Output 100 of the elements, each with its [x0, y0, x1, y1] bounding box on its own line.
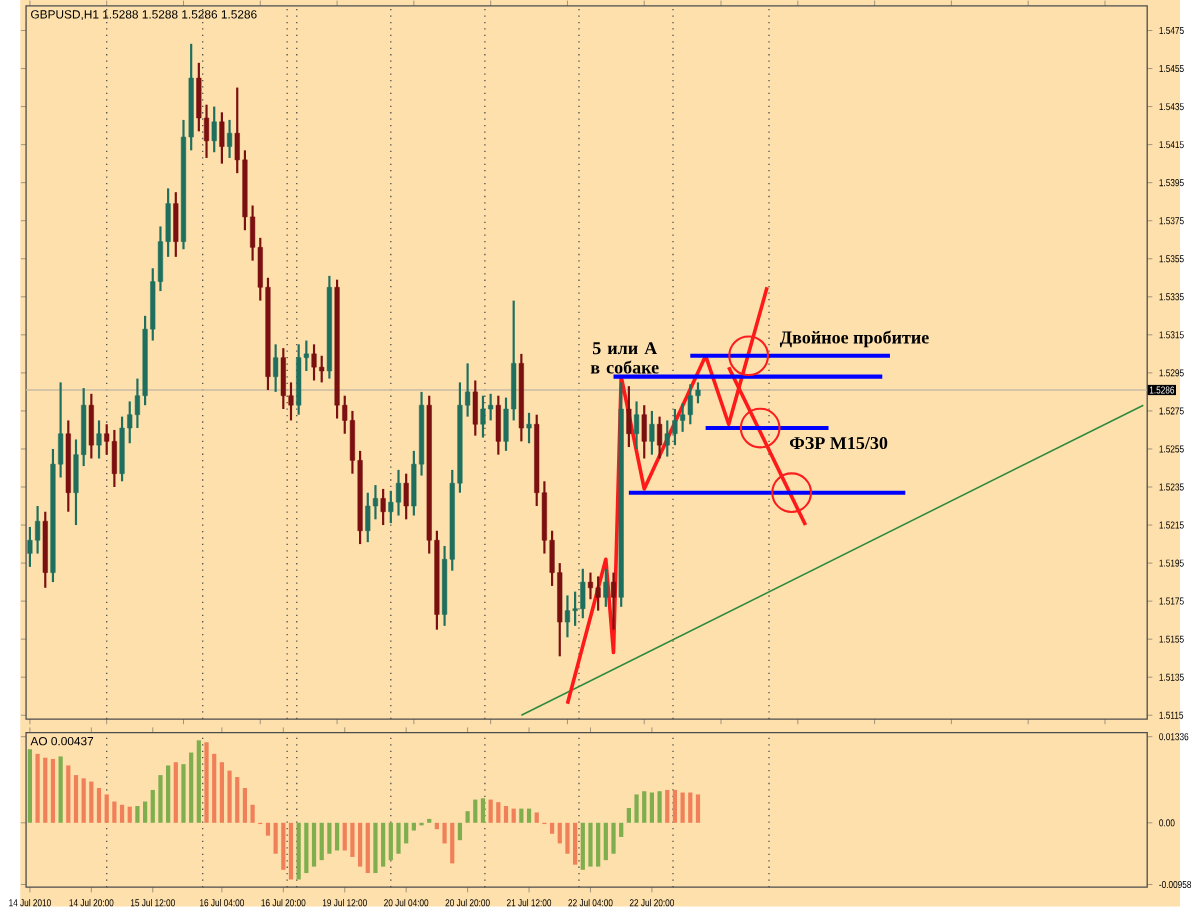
- candlestick: [526, 411, 532, 444]
- candlestick: [472, 378, 478, 437]
- bar: [104, 794, 109, 823]
- bar: [142, 801, 148, 823]
- bar: [219, 761, 224, 823]
- bar: [81, 777, 86, 823]
- bar: [311, 822, 317, 867]
- bar: [588, 822, 593, 867]
- bar: [450, 822, 455, 863]
- annotation: 5 или A в собаке: [590, 341, 659, 374]
- bar: [119, 804, 125, 823]
- candlestick: [111, 428, 117, 488]
- bar: [50, 758, 56, 823]
- bar: [396, 822, 401, 854]
- bar: [43, 757, 48, 823]
- candlestick: [580, 567, 586, 619]
- bar: [665, 789, 670, 823]
- candlestick: [603, 567, 609, 608]
- bar: [488, 799, 493, 823]
- candlestick: [311, 342, 317, 382]
- bar: [457, 822, 463, 840]
- bar: [480, 797, 486, 823]
- bar: [334, 822, 340, 851]
- annotation: Двойное пробитие: [779, 330, 929, 347]
- candlestick: [280, 346, 286, 410]
- candlestick: [88, 392, 94, 460]
- candlestick: [657, 415, 663, 460]
- candlestick: [495, 394, 501, 456]
- bar: [657, 790, 662, 823]
- bar: [235, 776, 240, 823]
- candlestick: [610, 571, 617, 631]
- bar: [342, 822, 347, 851]
- bar: [327, 822, 332, 854]
- candlestick: [687, 382, 693, 425]
- bar: [319, 822, 324, 860]
- bar: [695, 794, 701, 823]
- bar: [112, 801, 117, 823]
- bar: [511, 808, 516, 823]
- candlestick: [273, 342, 279, 393]
- bar: [503, 805, 509, 823]
- bar: [89, 781, 94, 823]
- bar: [281, 822, 286, 870]
- annotation: ФЗР M15/30: [789, 436, 888, 449]
- candlestick: [664, 418, 670, 458]
- bar: [135, 805, 140, 823]
- candlestick: [35, 504, 41, 555]
- bar: [534, 812, 539, 823]
- bar: [189, 752, 194, 823]
- bar: [381, 822, 386, 867]
- candlestick: [296, 342, 302, 416]
- bar: [73, 774, 79, 823]
- candlestick: [395, 468, 402, 517]
- candlestick: [211, 105, 217, 153]
- candlestick: [403, 472, 409, 520]
- bar: [173, 761, 178, 823]
- bar: [473, 799, 478, 823]
- candlestick: [633, 399, 640, 450]
- bar: [688, 792, 693, 823]
- candlestick: [595, 574, 601, 612]
- bar: [288, 822, 294, 880]
- bar: [242, 787, 248, 823]
- bar: [227, 770, 232, 823]
- candlestick: [219, 110, 225, 165]
- bar: [35, 753, 40, 823]
- bar: [96, 787, 102, 823]
- candlestick: [365, 491, 371, 543]
- candlestick: [480, 394, 486, 439]
- bar: [649, 792, 655, 823]
- candlestick: [649, 409, 655, 456]
- candlestick: [319, 354, 325, 384]
- bar: [388, 822, 393, 860]
- candlestick: [564, 593, 570, 638]
- bar: [603, 822, 608, 860]
- bar: [166, 765, 171, 823]
- bar: [642, 790, 647, 823]
- bar: [127, 806, 132, 823]
- bar: [411, 822, 416, 831]
- bar: [204, 741, 209, 823]
- candlestick: [380, 487, 386, 526]
- bar: [496, 801, 501, 823]
- candlestick: [96, 418, 102, 460]
- candlestick: [227, 118, 233, 159]
- candlestick: [173, 190, 179, 258]
- bar: [265, 822, 271, 836]
- bar: [672, 789, 678, 823]
- bar: [27, 748, 33, 823]
- bar: [66, 765, 71, 823]
- bar: [358, 822, 363, 867]
- candlestick: [119, 415, 125, 482]
- bar: [365, 822, 370, 873]
- candlestick: [672, 407, 678, 446]
- bar: [58, 755, 63, 823]
- bar: [373, 822, 378, 873]
- bar: [304, 822, 309, 873]
- bar: [634, 794, 639, 823]
- bar: [596, 822, 601, 867]
- bar: [526, 808, 532, 823]
- bar: [519, 808, 524, 823]
- candlestick: [488, 392, 494, 422]
- bar: [580, 822, 585, 870]
